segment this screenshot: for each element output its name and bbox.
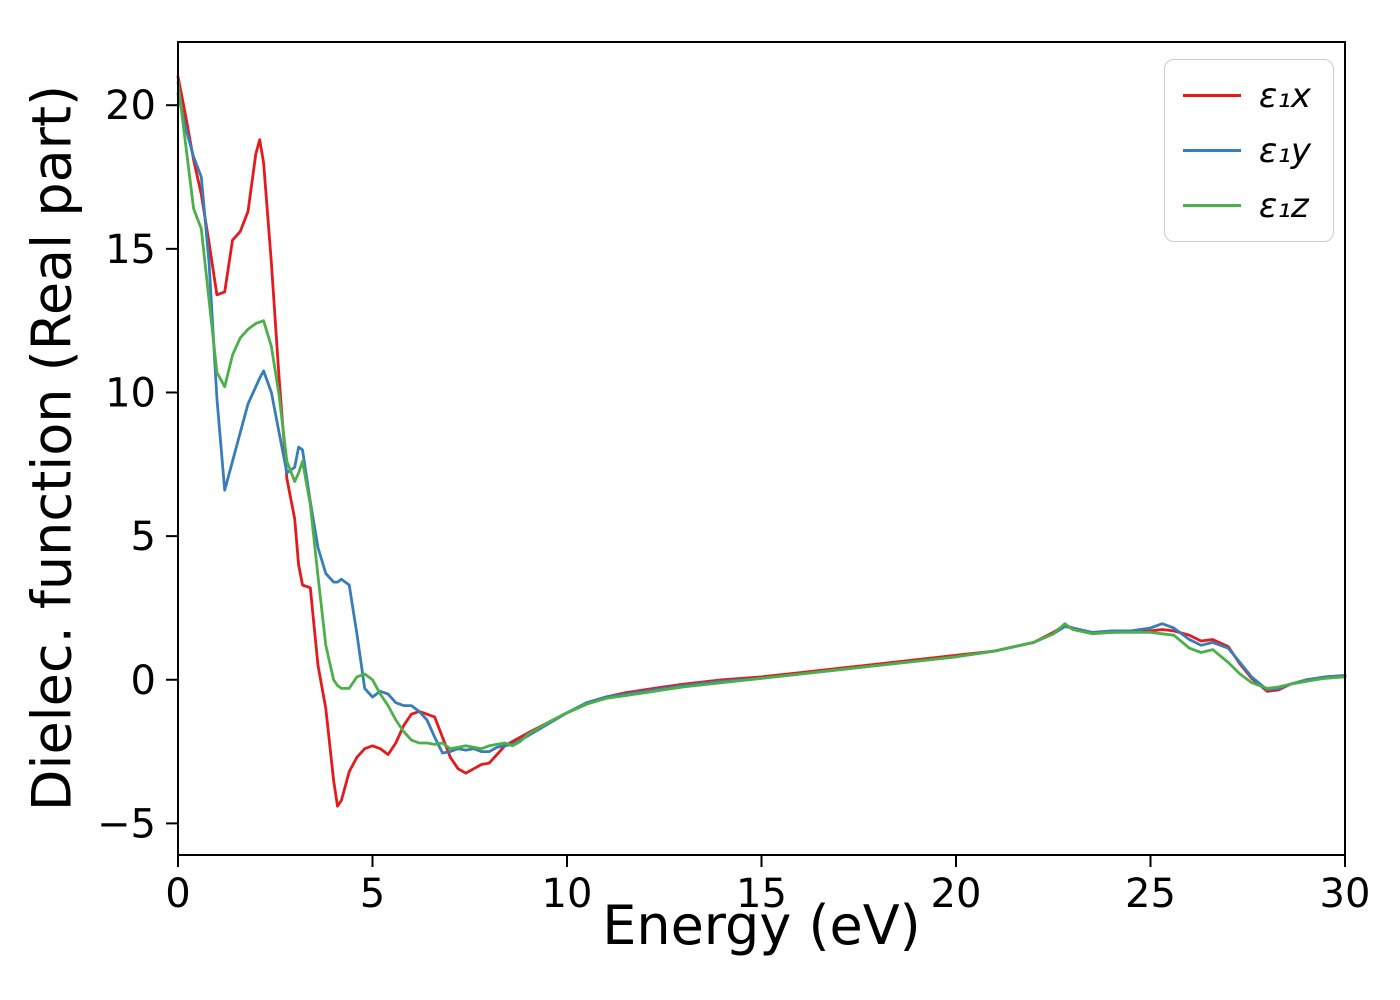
svg-text:0: 0 [131, 658, 156, 704]
svg-text:15: 15 [105, 227, 156, 273]
svg-text:5: 5 [131, 514, 156, 560]
legend-swatch [1182, 204, 1241, 207]
legend-item-epsilon1-x: ε₁x [1182, 72, 1311, 119]
legend-label: ε₁y [1258, 130, 1311, 171]
legend-label: ε₁z [1258, 185, 1309, 226]
legend-item-epsilon1-z: ε₁z [1182, 182, 1311, 229]
svg-text:20: 20 [931, 871, 982, 917]
legend-swatch [1182, 149, 1241, 152]
legend-label: ε₁x [1258, 75, 1311, 116]
svg-text:30: 30 [1320, 871, 1371, 917]
svg-text:10: 10 [542, 871, 593, 917]
legend: ε₁x ε₁y ε₁z [1163, 59, 1334, 242]
legend-swatch [1182, 94, 1241, 97]
svg-text:−5: −5 [97, 801, 156, 847]
svg-text:0: 0 [165, 871, 190, 917]
svg-text:15: 15 [736, 871, 787, 917]
svg-text:20: 20 [105, 83, 156, 129]
legend-item-epsilon1-y: ε₁y [1182, 127, 1311, 174]
x-axis-label: Energy (eV) [602, 894, 921, 957]
svg-text:5: 5 [360, 871, 385, 917]
svg-text:10: 10 [105, 370, 156, 416]
svg-text:25: 25 [1125, 871, 1176, 917]
y-axis-label: Dielec. function (Real part) [20, 84, 84, 812]
